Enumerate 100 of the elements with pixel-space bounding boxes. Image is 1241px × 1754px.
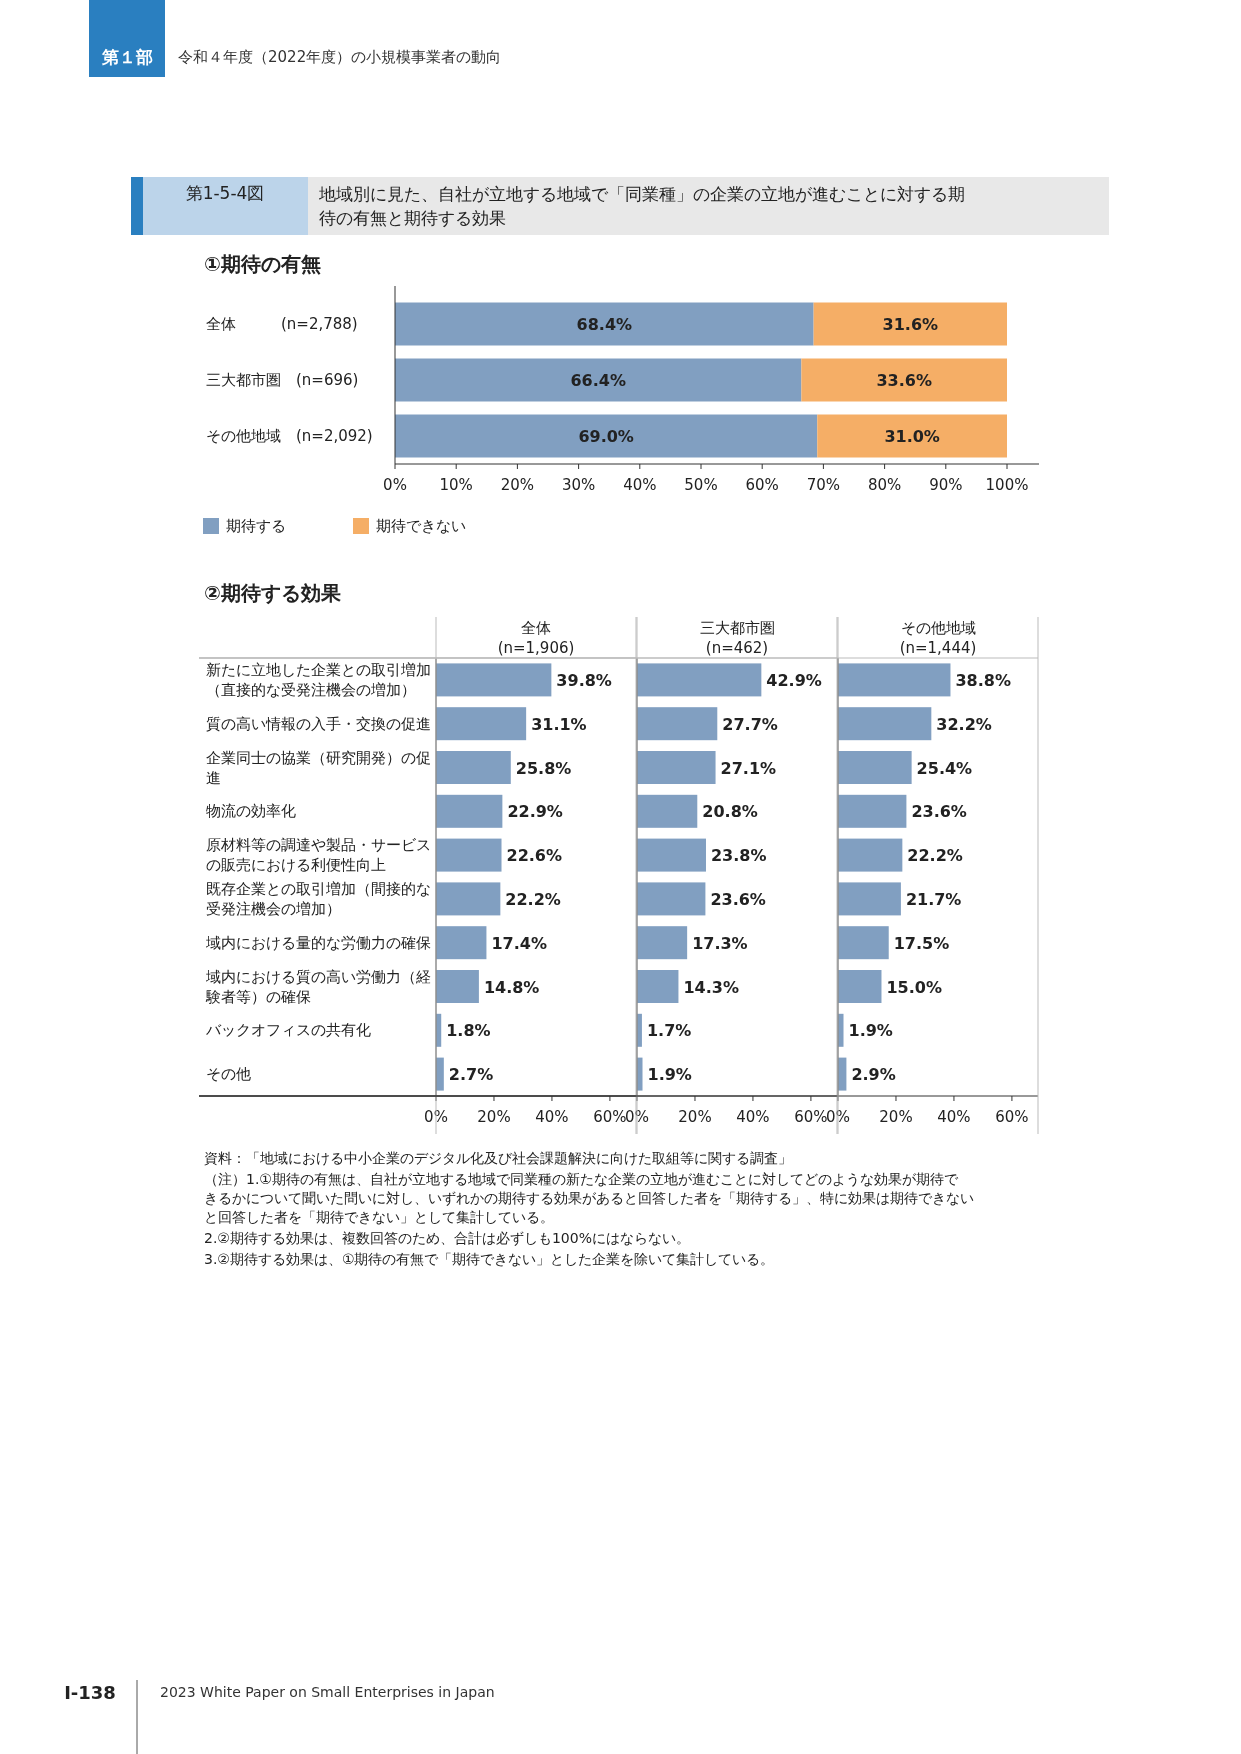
data-label: 23.8% [710, 845, 767, 865]
data-label: 66.4% [570, 370, 626, 390]
x-tick-label: 40% [937, 1108, 971, 1126]
text: 全体 (n=1,906) [497, 619, 575, 657]
data-label: 22.9% [507, 801, 563, 821]
bar [838, 926, 889, 960]
bar [801, 358, 1007, 402]
bar [838, 970, 882, 1003]
bar [637, 1057, 643, 1091]
data-label: 39.8% [556, 670, 612, 690]
x-tick-label: 0% [826, 1108, 850, 1126]
data-label: 17.5% [893, 933, 950, 953]
data-label: 25.4% [916, 758, 973, 777]
x-tick-label: 10% [439, 476, 473, 494]
text: 三大都市圏 (n=462) [699, 619, 775, 657]
text: 2023 White Paper on Small Enterprises in Japan [160, 1684, 495, 1700]
data-label: 22.6% [506, 845, 563, 865]
data-label: 33.6% [876, 370, 932, 390]
text: その他地域 (n=1,444) [899, 619, 977, 657]
x-tick-label: 20% [678, 1108, 712, 1126]
y-tick-label: 質の高い情報の入手・交換の促進 [206, 714, 431, 733]
data-label: 20.8% [702, 801, 758, 821]
bar [436, 707, 527, 741]
data-label: 31.1% [531, 714, 587, 734]
bar [838, 751, 912, 784]
x-tick-label: 20% [500, 476, 535, 494]
data-label: 69.0% [578, 426, 634, 446]
bar [838, 794, 907, 828]
bar [817, 414, 1007, 458]
data-label: 15.0% [886, 977, 942, 996]
x-tick-label: 60% [995, 1108, 1029, 1126]
x-tick-label: 60% [794, 1108, 828, 1126]
bar [637, 663, 762, 697]
data-label: 38.8% [955, 670, 1011, 690]
bar [436, 838, 502, 872]
bar [838, 882, 901, 916]
data-label: 31.0% [884, 426, 940, 446]
x-tick-label: 100% [985, 476, 1029, 494]
bar [395, 358, 802, 402]
text: 資料：「地域における中小企業のデジタル化及び社会課題解決に向けた取組等に関する調査」 [204, 1150, 792, 1166]
data-label: 1.7% [646, 1020, 692, 1040]
y-tick-label: 物流の効率化 [206, 802, 296, 821]
bar [436, 794, 503, 828]
chart-title: 地域別に見た、自社が立地する地域で「同業種」の企業の立地が進むことに対する期待の有無と期待する効果 [318, 184, 965, 228]
y-tick-label: その他地域 (n=2,092) [206, 427, 373, 445]
x-tick-label: 0% [625, 1108, 649, 1126]
text: ②期待する効果 [204, 581, 342, 605]
data-label: 17.3% [692, 933, 748, 953]
data-label: 27.1% [720, 758, 777, 777]
bar [637, 794, 698, 828]
data-label: 21.7% [905, 889, 962, 909]
bar [838, 1013, 844, 1047]
x-tick-label: 0% [424, 1108, 448, 1126]
bar [436, 970, 479, 1003]
data-label: 27.7% [722, 714, 778, 734]
bar [436, 751, 511, 784]
bar [436, 1057, 444, 1091]
data-label: 14.3% [683, 977, 739, 996]
bar [436, 882, 501, 916]
y-tick-label: 全体 (n=2,788) [206, 315, 358, 333]
bar [395, 414, 818, 458]
bar [436, 663, 552, 697]
text: 2.②期待する効果は、複数回答のため、合計は必ずしも100%にはならない。 [204, 1230, 690, 1246]
data-label: 25.8% [515, 758, 572, 777]
legend-label: 期待できない [376, 517, 466, 535]
data-label: 1.9% [848, 1020, 893, 1040]
bar [637, 751, 716, 784]
x-tick-label: 70% [806, 476, 841, 494]
chart-subtitle: ①期待の有無 [204, 252, 321, 276]
x-tick-label: 30% [561, 476, 596, 494]
bar [813, 302, 1007, 346]
data-label: 14.8% [483, 977, 540, 996]
x-tick-label: 60% [745, 476, 779, 494]
x-tick-label: 20% [879, 1108, 913, 1126]
text: 令和４年度（2022年度）の小規模事業者の動向 [178, 48, 502, 66]
x-tick-label: 50% [684, 476, 718, 494]
bar [637, 970, 679, 1003]
data-label: 22.2% [907, 845, 963, 865]
x-tick-label: 40% [736, 1108, 770, 1126]
text: 第1-5-4図 [185, 183, 265, 203]
x-tick-label: 0% [383, 476, 407, 494]
data-label: 2.7% [448, 1064, 494, 1084]
bar [637, 838, 706, 872]
y-tick-label: バックオフィスの共有化 [205, 1021, 371, 1040]
data-label: 17.4% [491, 933, 547, 953]
y-tick-label: 域内における量的な労働力の確保 [205, 933, 431, 952]
bar [395, 302, 814, 346]
data-label: 42.9% [766, 670, 822, 690]
y-tick-label: 新たに立地した企業との取引増加（直接的な受発注機会の増加） [206, 660, 431, 699]
text: 第１部 [100, 47, 153, 67]
bar [436, 926, 487, 960]
y-tick-label: 域内における質の高い労働力（経験者等）の確保 [205, 967, 431, 1006]
x-tick-label: 60% [593, 1108, 627, 1126]
y-tick-label: 企業同士の協業（研究開発）の促進 [206, 748, 431, 787]
bar [637, 926, 688, 960]
data-label: 22.2% [505, 889, 561, 909]
bar [637, 882, 706, 916]
data-label: 1.8% [446, 1020, 491, 1040]
x-tick-label: 40% [535, 1108, 569, 1126]
data-label: 32.2% [936, 714, 992, 734]
